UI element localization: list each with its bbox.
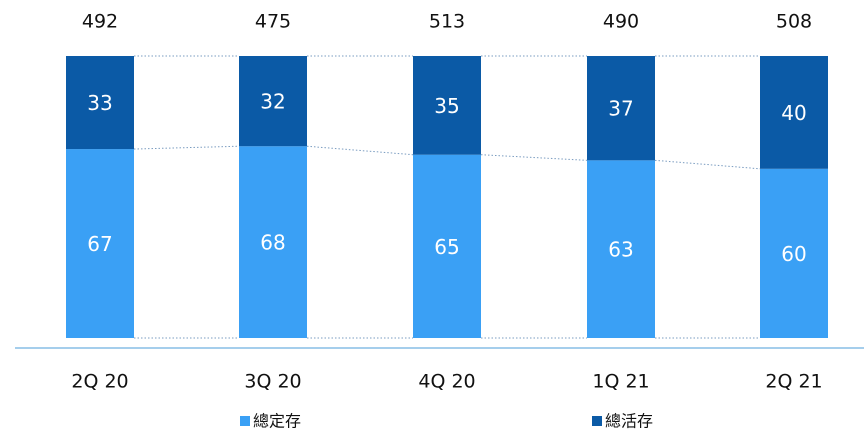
segment-label: 32 <box>260 90 285 114</box>
x-tick-label: 3Q 20 <box>244 371 301 393</box>
segment-label: 68 <box>260 231 285 255</box>
segment-label: 33 <box>87 91 112 115</box>
legend-swatch <box>240 416 250 426</box>
x-tick-label: 1Q 21 <box>592 371 649 393</box>
bar-segment <box>587 56 655 161</box>
legend-label: 總活存 <box>605 412 653 431</box>
segment-label: 65 <box>434 235 459 259</box>
segment-label: 60 <box>781 242 806 266</box>
segment-label: 63 <box>608 238 633 262</box>
segment-label: 40 <box>781 101 806 125</box>
total-label: 513 <box>429 11 465 33</box>
connector <box>480 154 588 161</box>
total-label: 492 <box>82 11 118 33</box>
x-tick-label: 4Q 20 <box>418 371 475 393</box>
bar-segment <box>760 168 828 338</box>
total-label: 508 <box>776 11 812 33</box>
segment-label: 37 <box>608 97 633 121</box>
legend-swatch <box>592 416 602 426</box>
bar-segment <box>413 154 481 338</box>
bar-segment <box>587 160 655 338</box>
x-tick-label: 2Q 21 <box>765 371 822 393</box>
total-label: 475 <box>255 11 291 33</box>
segment-label: 35 <box>434 94 459 118</box>
bar-segment <box>760 56 828 169</box>
x-tick-label: 2Q 20 <box>71 371 128 393</box>
bar-segment <box>239 146 307 338</box>
segment-label: 67 <box>87 232 112 256</box>
connector <box>654 159 761 170</box>
legend-label: 總定存 <box>253 412 301 431</box>
connector <box>306 145 414 156</box>
bar-segment <box>66 149 134 338</box>
bar-segment <box>66 56 134 150</box>
bar-segment <box>413 56 481 155</box>
bar-segment <box>239 56 307 147</box>
total-label: 490 <box>603 11 639 33</box>
connector <box>133 145 240 150</box>
